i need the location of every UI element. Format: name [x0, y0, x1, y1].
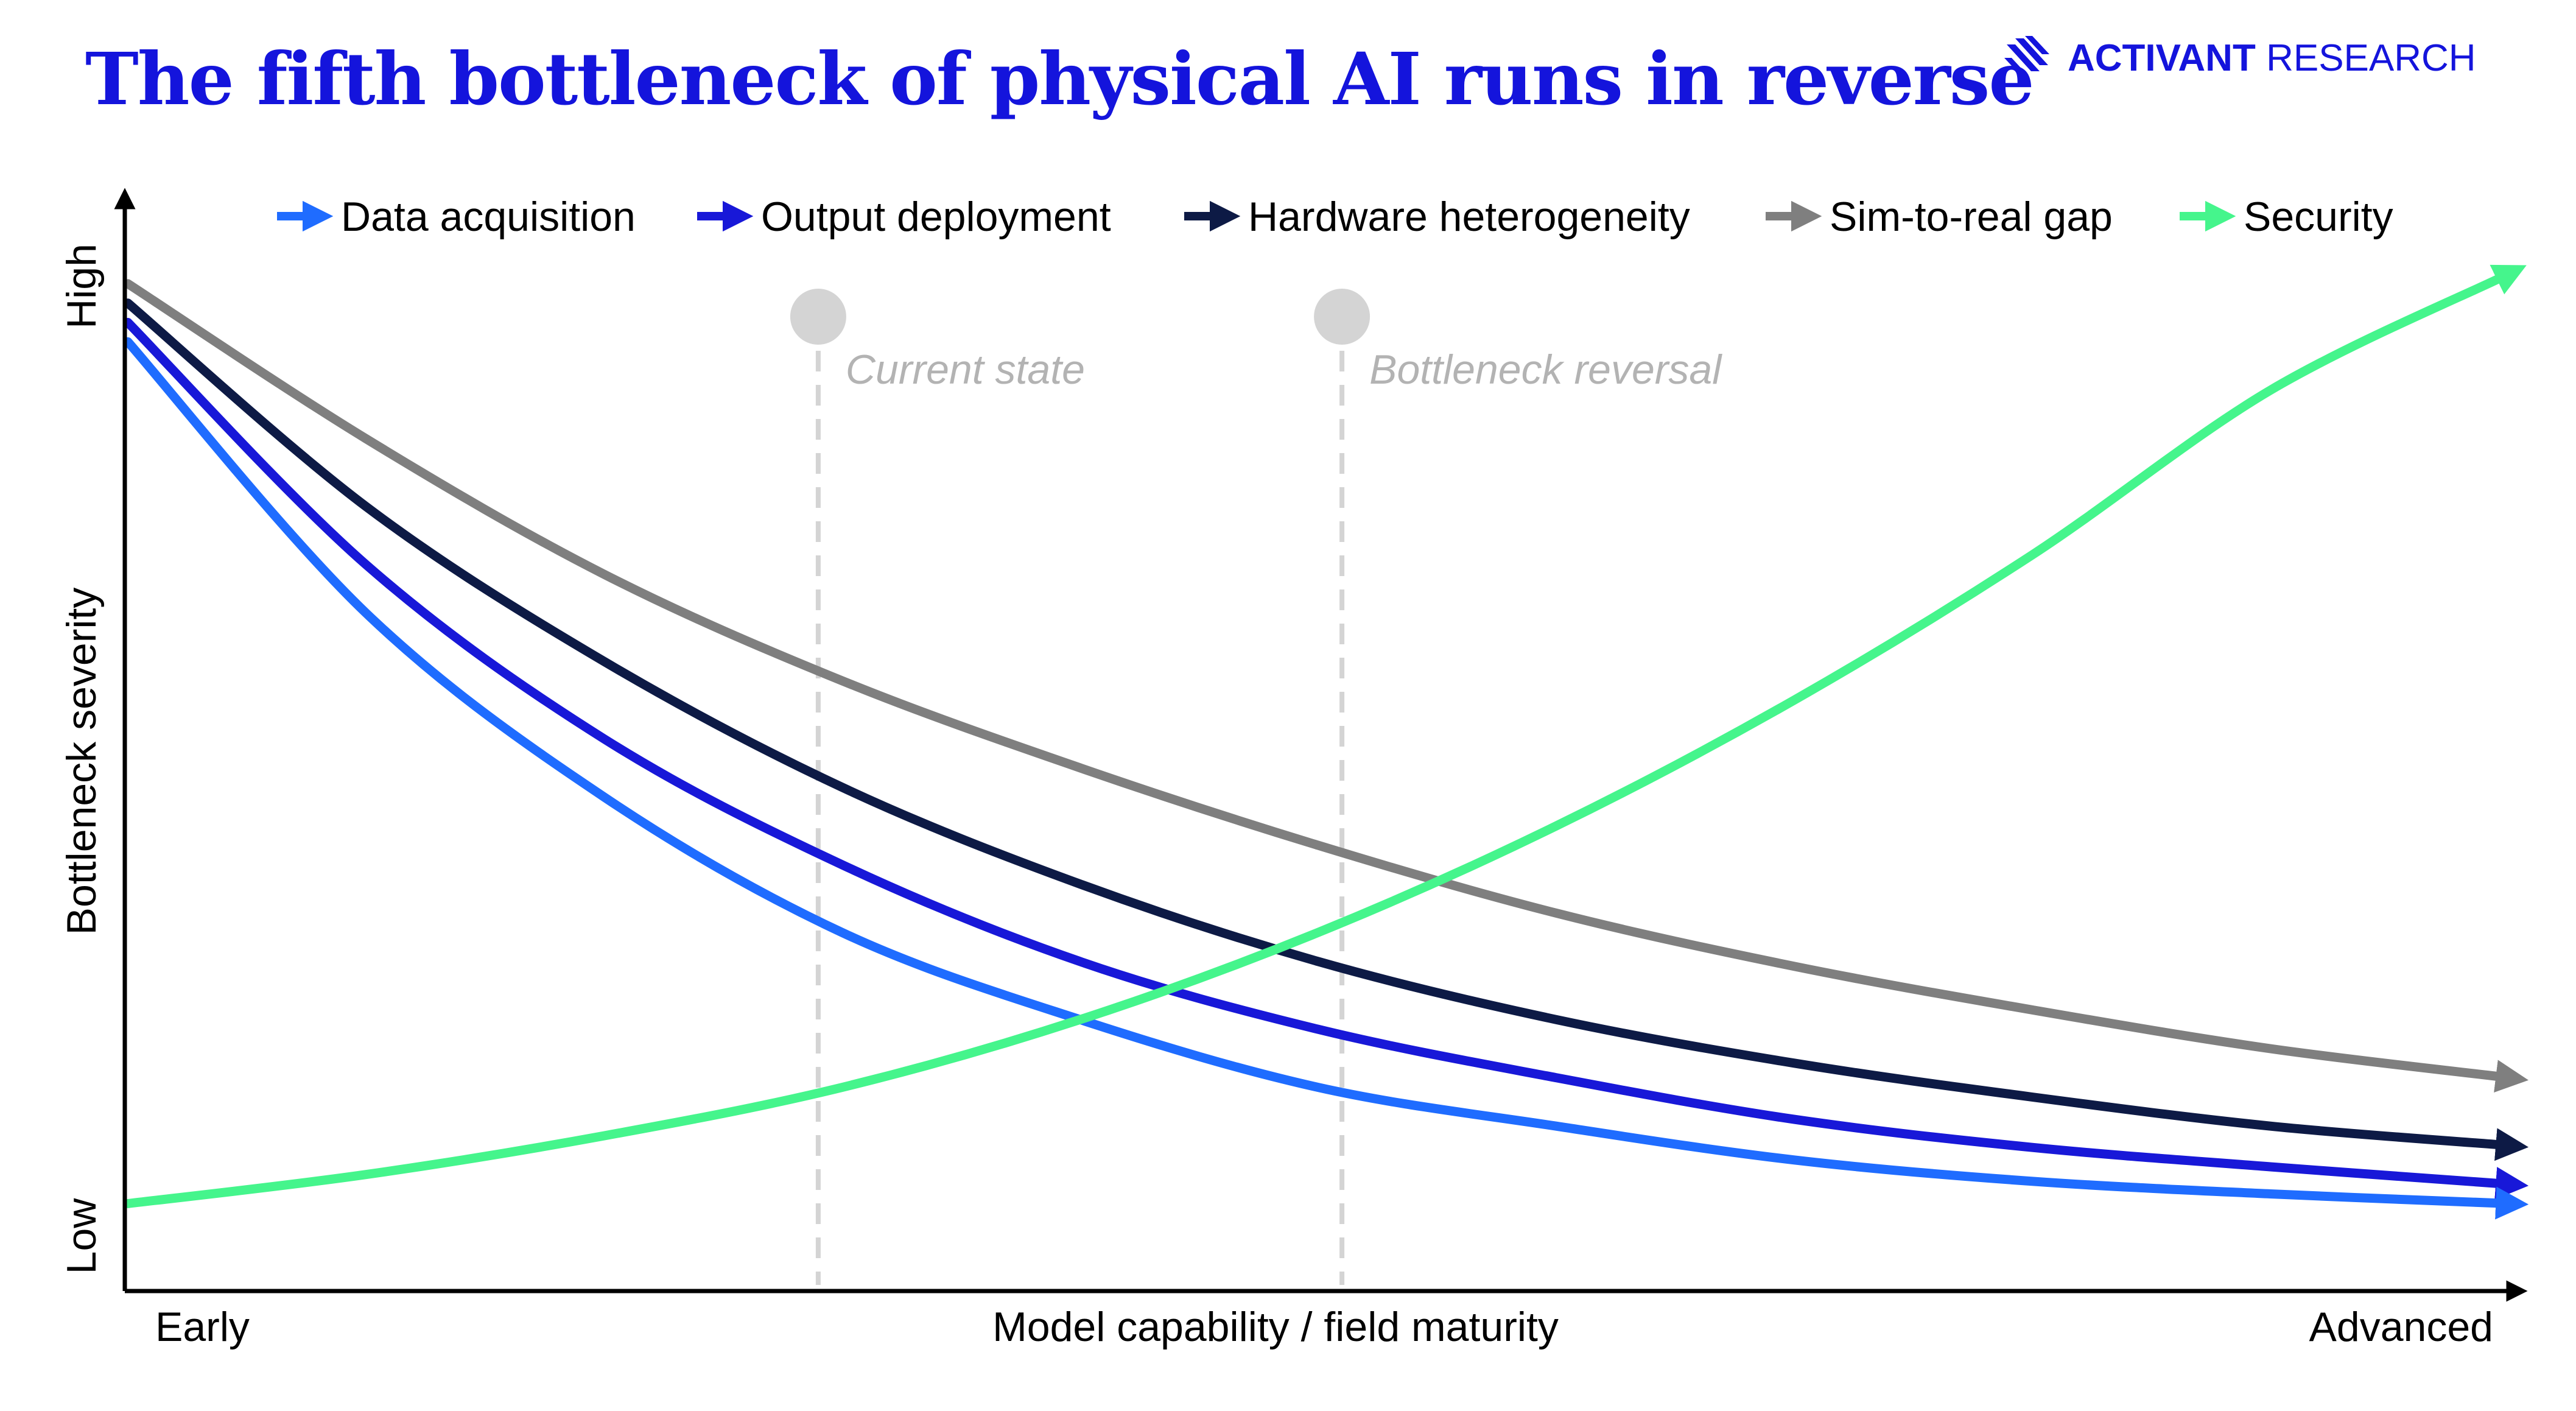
legend-label-0: Data acquisition — [341, 194, 636, 240]
legend-label-1: Output deployment — [761, 194, 1111, 240]
series-layer — [123, 264, 2529, 1220]
annotation-layer: Current state Bottleneck reversal — [790, 289, 1722, 1285]
y-axis-title: Bottleneck severity — [58, 588, 105, 935]
brand-bold-text: ACTIVANT — [2068, 37, 2256, 79]
axes-layer — [114, 188, 2528, 1302]
y-tick-high: High — [58, 244, 105, 329]
brand-name: ACTIVANT RESEARCH — [2068, 37, 2476, 80]
axis-labels: Model capability / field maturity Early Ad… — [58, 244, 2493, 1350]
series-line-0 — [123, 337, 2529, 1220]
series-line-3 — [123, 279, 2529, 1093]
marker-dot-1 — [1314, 289, 1370, 345]
x-tick-advanced: Advanced — [2309, 1304, 2493, 1350]
brand-logo: ACTIVANT RESEARCH — [2003, 30, 2476, 85]
legend-label-3: Sim-to-real gap — [1830, 194, 2113, 240]
legend-label-4: Security — [2244, 194, 2393, 240]
activant-logo-icon — [2004, 36, 2049, 74]
x-axis-title: Model capability / field maturity — [992, 1304, 1559, 1350]
page-title: The fifth bottleneck of physical AI runs… — [85, 37, 2034, 121]
marker-label-0: Current state — [846, 347, 1085, 393]
marker-dot-0 — [790, 289, 846, 345]
marker-label-1: Bottleneck reversal — [1369, 347, 1722, 393]
y-tick-low: Low — [58, 1198, 105, 1275]
legend-label-2: Hardware heterogeneity — [1248, 194, 1690, 240]
series-line-2 — [123, 298, 2529, 1161]
series-line-4 — [123, 264, 2527, 1208]
x-tick-early: Early — [155, 1304, 250, 1350]
legend: Data acquisition Output deployment Hardwar… — [277, 194, 2393, 240]
brand-light-text: RESEARCH — [2266, 37, 2476, 79]
series-line-1 — [123, 318, 2529, 1200]
